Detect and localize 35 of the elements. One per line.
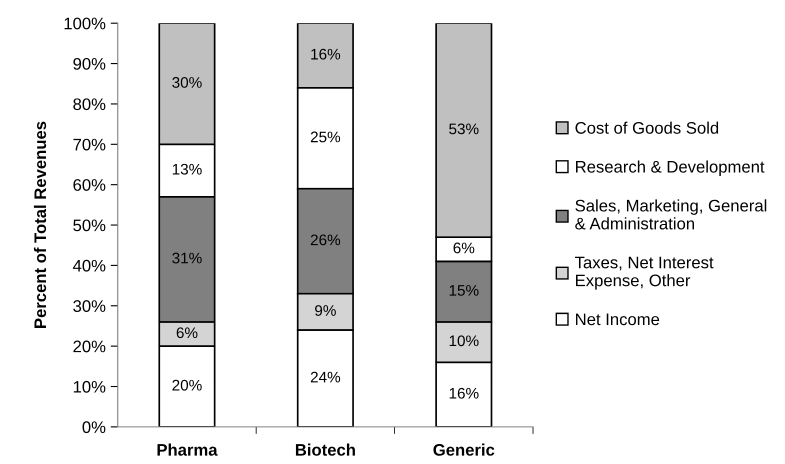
x-tick-label: Pharma [158,444,218,456]
data-label: 16% [311,48,340,60]
legend-label: Taxes, Net Interest Expense, Other [575,256,714,290]
y-tick-label: 50% [73,219,106,232]
data-label: 10% [450,335,479,346]
data-label: 15% [450,284,479,296]
y-tick-label: 100% [64,18,106,30]
data-label: 53% [449,123,479,134]
y-tick-label: 40% [72,260,106,272]
data-label: 20% [172,380,202,391]
data-label: 6% [454,242,474,254]
y-tick-label: 20% [73,340,106,352]
legend-label: Research & Development [576,160,764,176]
y-tick-label: 80% [73,98,106,110]
data-label: 26% [310,234,340,246]
y-tick-label: 90% [73,58,106,70]
legend-label: Net Income [576,314,660,326]
data-label: 24% [310,372,340,382]
y-axis-title: Percent of Total Revenues [34,122,46,328]
legend-label: Sales, Marketing, General & Administration [575,199,766,230]
data-label: 9% [315,305,336,316]
data-label: 30% [172,77,202,88]
y-tick-label: 0% [82,421,106,434]
y-tick-label: 30% [73,300,106,312]
y-tick-label: 60% [73,179,106,191]
data-label: 13% [172,164,202,175]
x-tick-label: Biotech [296,444,355,456]
y-tick-label: 70% [73,138,106,151]
data-label: 6% [176,327,198,338]
data-label: 31% [172,252,202,264]
y-tick-label: 10% [74,380,106,393]
x-tick-label: Generic [433,444,494,456]
legend-label: Cost of Goods Sold [576,122,718,134]
data-label: 25% [310,132,340,142]
data-label: 16% [450,388,479,399]
